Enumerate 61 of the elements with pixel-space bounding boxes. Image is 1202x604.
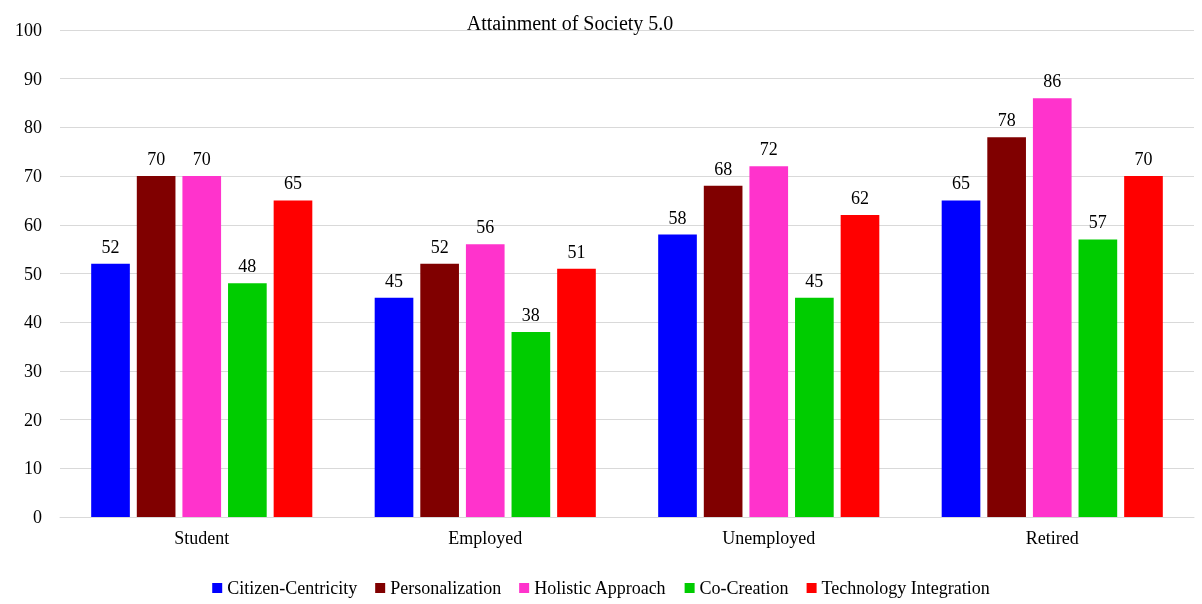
y-tick-label: 10 bbox=[24, 458, 42, 479]
data-label: 38 bbox=[521, 304, 540, 325]
data-label: 58 bbox=[668, 207, 687, 228]
y-tick-label: 60 bbox=[24, 214, 42, 235]
legend-label: Personalization bbox=[390, 578, 502, 598]
data-label: 70 bbox=[1134, 149, 1153, 170]
x-tick-label: Employed bbox=[448, 528, 523, 548]
bar bbox=[795, 297, 834, 517]
x-tick-label: Unemployed bbox=[722, 528, 816, 548]
bar bbox=[420, 263, 459, 517]
data-label: 52 bbox=[101, 236, 120, 257]
y-tick-label: 0 bbox=[33, 507, 42, 527]
bar bbox=[91, 263, 130, 517]
data-label: 52 bbox=[430, 236, 449, 257]
data-label: 78 bbox=[997, 110, 1016, 131]
data-label: 65 bbox=[283, 173, 302, 194]
x-tick-label: Student bbox=[174, 528, 230, 548]
data-label: 48 bbox=[238, 256, 257, 277]
data-label: 86 bbox=[1043, 71, 1062, 92]
bar bbox=[658, 234, 697, 517]
legend-label: Holistic Approach bbox=[534, 578, 666, 598]
data-label: 45 bbox=[385, 270, 404, 291]
bar bbox=[749, 166, 789, 517]
bar bbox=[273, 200, 313, 517]
data-label: 65 bbox=[952, 173, 971, 194]
data-label: 51 bbox=[567, 241, 586, 262]
y-tick-label: 90 bbox=[24, 68, 42, 89]
bar bbox=[557, 268, 596, 517]
bar bbox=[840, 215, 880, 517]
y-tick-label: 40 bbox=[24, 312, 42, 333]
bar bbox=[465, 244, 505, 517]
legend-label: Technology Integration bbox=[821, 578, 990, 598]
y-tick-label: 30 bbox=[24, 360, 42, 381]
legend-label: Co-Creation bbox=[699, 578, 789, 598]
x-tick-label: Retired bbox=[1025, 528, 1079, 548]
bar bbox=[703, 185, 743, 517]
bar bbox=[1124, 176, 1163, 517]
data-label: 45 bbox=[805, 270, 824, 291]
bar bbox=[228, 283, 267, 517]
bar bbox=[941, 200, 981, 517]
bar bbox=[1032, 98, 1072, 517]
data-label: 57 bbox=[1088, 212, 1107, 233]
y-tick-label: 70 bbox=[24, 166, 42, 187]
y-tick-label: 50 bbox=[24, 263, 42, 284]
y-tick-label: 100 bbox=[15, 20, 42, 40]
data-label: 70 bbox=[147, 149, 166, 170]
bar bbox=[1078, 239, 1118, 517]
y-tick-label: 20 bbox=[24, 409, 42, 430]
bar bbox=[511, 331, 551, 517]
bar bbox=[136, 176, 176, 517]
data-label: 62 bbox=[850, 188, 869, 209]
legend-label: Citizen-Centricity bbox=[227, 578, 358, 598]
chart-title: Attainment of Society 5.0 bbox=[466, 12, 674, 35]
bar bbox=[987, 137, 1026, 517]
data-label: 70 bbox=[192, 149, 211, 170]
data-label: 68 bbox=[714, 158, 733, 179]
bar bbox=[374, 297, 414, 517]
data-label: 72 bbox=[759, 139, 778, 160]
data-label: 56 bbox=[476, 217, 495, 238]
bar bbox=[182, 176, 222, 517]
y-tick-label: 80 bbox=[24, 117, 42, 138]
